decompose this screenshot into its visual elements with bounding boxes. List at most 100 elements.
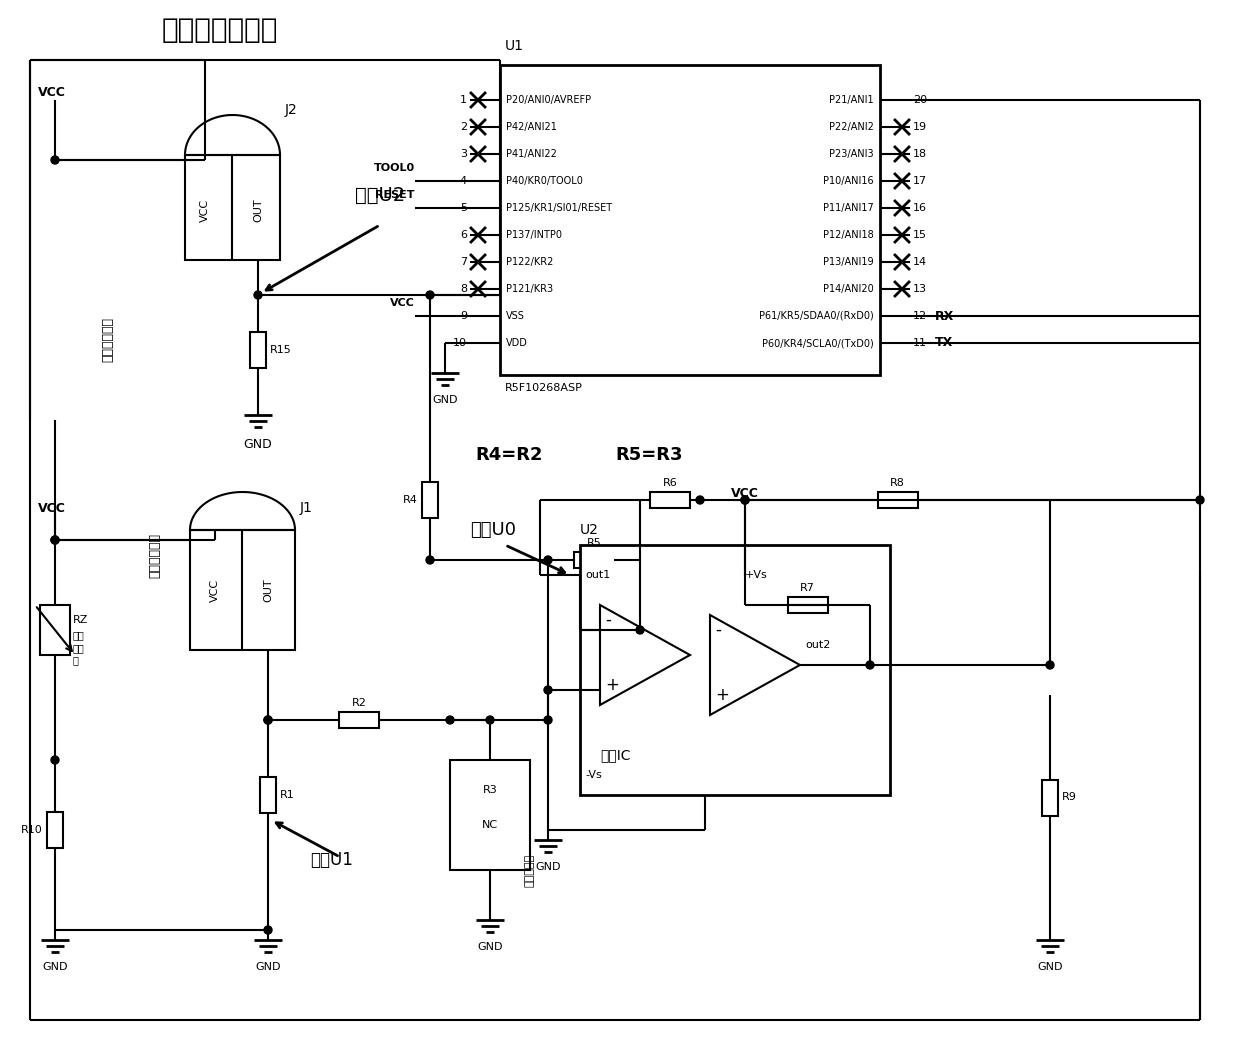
Text: R6: R6: [662, 478, 677, 489]
Circle shape: [742, 496, 749, 504]
Bar: [190, 530, 295, 650]
Text: VCC: VCC: [38, 501, 66, 514]
Text: P60/KR4/SCLA0/(TxD0): P60/KR4/SCLA0/(TxD0): [763, 338, 874, 348]
Text: 电压U0: 电压U0: [470, 521, 516, 539]
Bar: [250, 332, 267, 369]
Text: GND: GND: [1037, 962, 1063, 972]
Circle shape: [696, 496, 704, 504]
Text: R5: R5: [587, 538, 601, 548]
Text: VDD: VDD: [506, 338, 528, 348]
Text: R1: R1: [280, 790, 295, 800]
Text: U2: U2: [580, 523, 599, 537]
Text: 20: 20: [913, 95, 928, 105]
Bar: [422, 482, 438, 518]
Circle shape: [51, 156, 60, 164]
Circle shape: [544, 716, 552, 724]
Bar: [580, 545, 890, 795]
Text: 6: 6: [460, 230, 467, 240]
Text: P125/KR1/SI01/RESET: P125/KR1/SI01/RESET: [506, 203, 613, 213]
Text: 9: 9: [460, 311, 467, 321]
Text: 8: 8: [460, 284, 467, 294]
Circle shape: [544, 686, 552, 693]
Text: 12: 12: [913, 311, 928, 321]
Circle shape: [486, 716, 494, 724]
Circle shape: [1047, 661, 1054, 669]
Text: 气敏传感器: 气敏传感器: [525, 854, 534, 887]
Text: 7: 7: [460, 257, 467, 267]
Text: -Vs: -Vs: [585, 770, 601, 780]
Text: 15: 15: [913, 230, 928, 240]
Circle shape: [742, 496, 749, 504]
Text: GND: GND: [536, 862, 560, 872]
Text: P21/ANI1: P21/ANI1: [830, 95, 874, 105]
Text: 11: 11: [913, 338, 928, 348]
Bar: [787, 597, 827, 613]
Bar: [574, 552, 614, 568]
Text: 1: 1: [460, 95, 467, 105]
Circle shape: [427, 291, 434, 299]
Text: P13/ANI19: P13/ANI19: [823, 257, 874, 267]
Text: R9: R9: [1061, 792, 1076, 803]
Text: +Vs: +Vs: [745, 570, 768, 580]
Text: 13: 13: [913, 284, 928, 294]
Text: 5: 5: [460, 203, 467, 213]
Circle shape: [544, 556, 552, 564]
Text: RX: RX: [935, 309, 955, 323]
Text: 电压U2: 电压U2: [355, 186, 405, 205]
Text: 2: 2: [460, 122, 467, 132]
Text: 电压U1: 电压U1: [310, 851, 353, 869]
Text: 补偿: 补偿: [73, 643, 84, 653]
Text: 16: 16: [913, 203, 928, 213]
Text: 滤波IC: 滤波IC: [600, 748, 630, 763]
Text: P11/ANI17: P11/ANI17: [823, 203, 874, 213]
Text: P40/KR0/TOOL0: P40/KR0/TOOL0: [506, 176, 583, 186]
Text: 3: 3: [460, 149, 467, 159]
Text: -: -: [715, 621, 720, 639]
Circle shape: [264, 716, 272, 724]
Text: P12/ANI18: P12/ANI18: [823, 230, 874, 240]
Text: 10: 10: [453, 338, 467, 348]
Bar: [185, 155, 280, 260]
Text: out1: out1: [585, 570, 610, 580]
Text: +: +: [605, 676, 619, 693]
Circle shape: [264, 716, 272, 724]
Text: RESET: RESET: [376, 190, 415, 200]
Circle shape: [636, 556, 644, 564]
Text: VCC: VCC: [210, 579, 219, 601]
Text: VCC: VCC: [732, 487, 759, 500]
Text: P22/ANI2: P22/ANI2: [830, 122, 874, 132]
Text: OUT: OUT: [263, 578, 273, 602]
Text: R4: R4: [403, 495, 418, 506]
Text: TX: TX: [935, 337, 954, 349]
Text: 用: 用: [73, 655, 79, 665]
Text: 高频振荡传感: 高频振荡传感: [149, 532, 161, 578]
Text: 4: 4: [460, 176, 467, 186]
Text: 19: 19: [913, 122, 928, 132]
Text: GND: GND: [477, 942, 502, 952]
Text: -: -: [605, 611, 611, 629]
Text: VSS: VSS: [506, 311, 525, 321]
Text: NC: NC: [482, 820, 498, 830]
Bar: [1042, 780, 1058, 816]
Circle shape: [1197, 496, 1204, 504]
Text: P42/ANI21: P42/ANI21: [506, 122, 557, 132]
Circle shape: [51, 536, 60, 544]
Circle shape: [51, 536, 60, 544]
Circle shape: [866, 661, 874, 669]
Text: P41/ANI22: P41/ANI22: [506, 149, 557, 159]
Bar: [650, 492, 689, 508]
Text: 调零红外接收管: 调零红外接收管: [161, 16, 278, 44]
Text: P10/ANI16: P10/ANI16: [823, 176, 874, 186]
Bar: [40, 605, 69, 655]
Text: 14: 14: [913, 257, 928, 267]
Text: VCC: VCC: [200, 199, 210, 222]
Circle shape: [254, 291, 262, 299]
Text: R4=R2: R4=R2: [475, 446, 543, 464]
Circle shape: [264, 926, 272, 933]
Text: R15: R15: [270, 345, 291, 355]
Text: GND: GND: [42, 962, 68, 972]
Text: RZ: RZ: [73, 615, 88, 626]
Text: 调零传感输出: 调零传感输出: [102, 318, 114, 362]
Text: TOOL0: TOOL0: [374, 162, 415, 173]
Text: R5F10268ASP: R5F10268ASP: [505, 383, 583, 393]
